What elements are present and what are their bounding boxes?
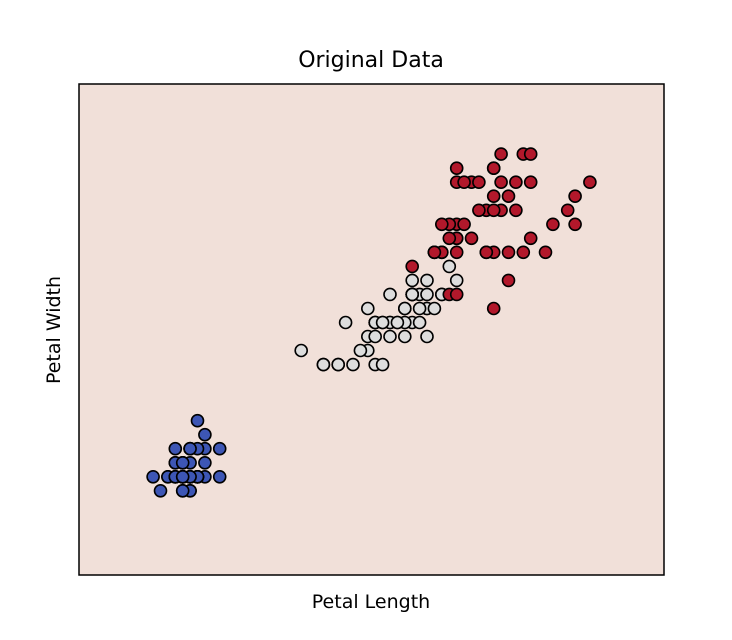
data-point [523,175,538,189]
data-point [368,329,383,344]
data-point [442,231,457,246]
data-point [486,301,501,316]
data-point [464,231,479,246]
data-point [212,441,227,456]
chart-title: Original Data [298,48,444,73]
data-point [146,469,160,484]
data-point [523,147,538,161]
data-point [405,287,420,302]
data-point [331,357,346,372]
data-point [486,203,501,218]
data-point [449,161,464,175]
data-point [198,427,212,442]
data-point [457,217,471,232]
data-point [509,203,523,218]
data-point [420,273,434,288]
data-point [294,343,309,358]
data-point [449,287,464,302]
data-point [509,175,523,189]
data-point [353,343,368,358]
data-point [568,189,582,203]
data-point [583,175,597,189]
data-point [420,287,434,302]
data-points [146,147,597,498]
data-point [412,301,427,316]
data-point [338,315,353,330]
y-axis-label: Petal Width [43,276,65,384]
data-point [420,329,434,344]
data-point [560,203,575,218]
data-point [405,273,420,288]
data-point [375,357,390,372]
data-point [501,189,516,203]
data-point [538,245,553,260]
data-point [397,329,412,344]
data-point [360,301,375,316]
data-point [383,287,397,302]
data-point [494,147,508,161]
data-point [427,301,442,316]
data-point [390,315,405,330]
data-point [190,413,205,428]
data-point [486,189,501,203]
data-point [516,245,531,260]
data-point [427,245,442,260]
data-point [212,469,227,484]
x-axis-label: Petal Length [312,591,430,613]
data-point [479,245,494,260]
data-point [472,175,486,189]
data-point [472,203,486,218]
data-point [383,329,397,344]
data-point [168,441,183,456]
data-point [494,175,508,189]
plot-frame [78,83,665,576]
data-point [183,441,197,456]
data-point [153,483,168,498]
data-point [442,259,457,274]
data-point [523,231,538,246]
data-point [375,315,390,330]
data-point [175,469,190,484]
data-point [501,273,516,288]
data-point [405,259,420,274]
data-point [434,217,449,232]
data-point [457,175,471,189]
data-point [546,217,560,232]
data-point [175,455,190,470]
data-point [397,301,412,316]
data-point [198,455,212,470]
data-point [568,217,582,232]
data-point [449,273,464,288]
data-point [346,357,360,372]
data-point [175,483,190,498]
data-point [501,245,516,260]
data-point [316,357,331,372]
data-point [486,161,501,175]
data-point [449,245,464,260]
data-point [412,315,427,330]
plot-area [79,84,664,575]
